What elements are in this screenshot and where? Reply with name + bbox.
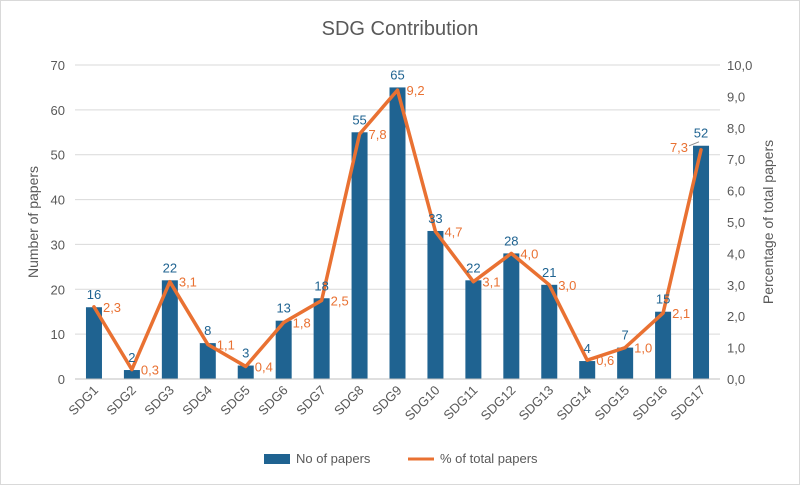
pct-data-label: 0,6	[596, 353, 614, 368]
bar-data-label: 18	[314, 278, 328, 293]
bar-data-label: 7	[622, 328, 629, 343]
bar-data-label: 22	[466, 260, 480, 275]
bar	[541, 284, 558, 379]
pct-data-label: 0,3	[141, 363, 159, 378]
y-tick-label: 60	[51, 103, 65, 118]
y-tick-label: 20	[51, 282, 65, 297]
bar-data-label: 28	[504, 233, 518, 248]
pct-data-label: 7,3	[670, 140, 688, 155]
x-tick-label: SDG15	[592, 383, 633, 424]
bar	[123, 370, 140, 379]
pct-data-label: 4,0	[520, 246, 538, 261]
x-tick-label: SDG11	[440, 383, 480, 423]
pct-data-label: 7,8	[369, 127, 387, 142]
bar-data-label: 16	[87, 287, 101, 302]
x-tick-label: SDG3	[141, 383, 177, 419]
y2-tick-label: 6,0	[727, 184, 745, 199]
y2-tick-label: 7,0	[727, 152, 745, 167]
x-tick-label: SDG2	[103, 383, 139, 419]
bar-data-label: 8	[204, 323, 211, 338]
pct-data-label: 9,2	[407, 83, 425, 98]
x-tick-label: SDG4	[179, 383, 215, 419]
pct-data-label: 1,0	[634, 341, 652, 356]
bar-data-label: 21	[542, 265, 556, 280]
bar-data-label: 52	[694, 126, 708, 141]
x-tick-label: SDG7	[293, 383, 329, 419]
x-tick-label: SDG8	[331, 383, 367, 419]
bar	[275, 320, 292, 379]
x-tick-label: SDG6	[255, 383, 291, 419]
x-tick-label: SDG14	[554, 383, 595, 424]
bar	[237, 365, 254, 379]
y-tick-label: 70	[51, 58, 65, 73]
y2-axis-title: Percentage of total papers	[760, 140, 776, 304]
bar	[655, 311, 672, 379]
bar	[199, 343, 216, 379]
x-tick-label: SDG5	[217, 383, 253, 419]
leader-line	[688, 141, 700, 147]
bar-data-label: 65	[390, 67, 404, 82]
bar-data-label: 3	[242, 346, 249, 361]
y2-tick-label: 8,0	[727, 121, 745, 136]
y2-tick-label: 0,0	[727, 372, 745, 387]
x-tick-label: SDG1	[65, 383, 101, 419]
pct-line	[92, 88, 703, 372]
bar	[427, 230, 444, 379]
legend-bar-label: No of papers	[296, 451, 371, 466]
legend: No of papers % of total papers	[264, 451, 538, 466]
pct-data-label: 2,1	[672, 306, 690, 321]
bar	[579, 361, 596, 379]
bar	[161, 280, 178, 379]
bar	[85, 307, 102, 379]
y2-tick-label: 1,0	[727, 341, 745, 356]
bar-data-label: 4	[584, 341, 591, 356]
bar-data-label: 15	[656, 292, 670, 307]
x-tick-label: SDG12	[478, 383, 519, 424]
bar-data-label: 33	[428, 211, 442, 226]
pct-data-label: 3,0	[558, 278, 576, 293]
pct-data-label: 1,8	[293, 315, 311, 330]
y-tick-label: 10	[51, 327, 65, 342]
legend-bar-swatch	[264, 454, 290, 464]
bar-data-label: 22	[163, 260, 177, 275]
pct-data-label: 3,1	[179, 275, 197, 290]
bar-data-label: 13	[276, 301, 290, 316]
x-tick-label: SDG13	[516, 383, 557, 424]
x-tick-label: SDG10	[402, 383, 443, 424]
chart-title: SDG Contribution	[322, 18, 479, 40]
bar	[389, 87, 406, 379]
y-tick-label: 50	[51, 148, 65, 163]
pct-data-label: 0,4	[255, 359, 273, 374]
pct-data-label: 4,7	[444, 224, 462, 239]
y-tick-label: 0	[58, 372, 65, 387]
y2-tick-label: 5,0	[727, 215, 745, 230]
y2-tick-label: 2,0	[727, 309, 745, 324]
bar	[313, 298, 330, 379]
bar-data-label: 2	[128, 350, 135, 365]
legend-line-label: % of total papers	[440, 451, 538, 466]
x-tick-label: SDG17	[667, 383, 708, 424]
y2-tick-label: 9,0	[727, 89, 745, 104]
pct-data-label: 1,1	[217, 337, 235, 352]
y-tick-label: 30	[51, 237, 65, 252]
x-tick-label: SDG9	[369, 383, 405, 419]
pct-data-label: 2,3	[103, 300, 121, 315]
bar	[351, 132, 368, 379]
y2-tick-label: 4,0	[727, 246, 745, 261]
bar	[617, 347, 634, 379]
y-tick-label: 40	[51, 193, 65, 208]
bar	[503, 253, 520, 379]
pct-data-label: 2,5	[331, 294, 349, 309]
y2-tick-label: 3,0	[727, 278, 745, 293]
bar	[465, 280, 482, 379]
bar-data-label: 55	[352, 112, 366, 127]
y-axis-title: Number of papers	[25, 166, 41, 278]
y2-tick-label: 10,0	[727, 58, 752, 73]
pct-data-label: 3,1	[482, 275, 500, 290]
bar	[693, 145, 710, 379]
x-tick-label: SDG16	[629, 383, 670, 424]
